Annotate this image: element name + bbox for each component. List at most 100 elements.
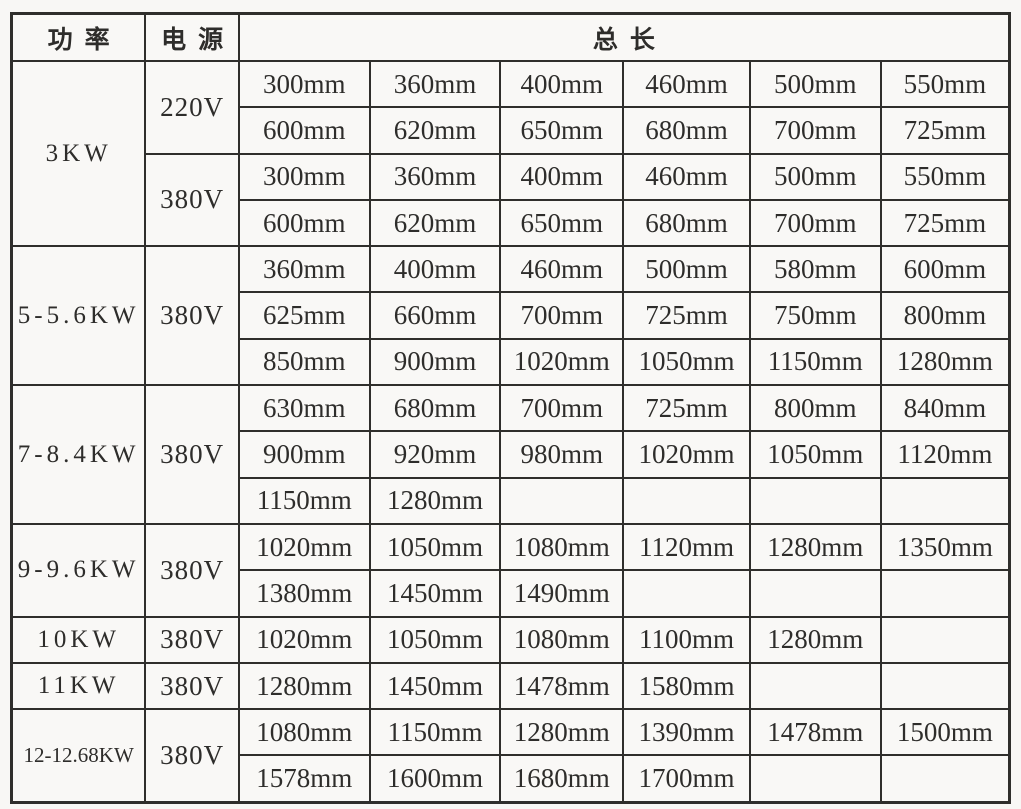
length-cell: 1280mm: [499, 708, 625, 757]
length-cell: 1100mm: [622, 615, 751, 664]
length-cell: 1280mm: [748, 615, 882, 664]
length-cell: 980mm: [499, 430, 625, 479]
length-cell: 1280mm: [879, 337, 1011, 387]
length-cell: 1700mm: [622, 754, 751, 804]
length-cell: 650mm: [499, 198, 625, 248]
length-cell: 460mm: [622, 152, 751, 201]
voltage-cell: 380V: [144, 384, 240, 525]
table-row: 380V 300mm 360mm 400mm 460mm 500mm 550mm: [12, 152, 1011, 248]
length-cell: 630mm: [237, 384, 371, 433]
length-cell: 700mm: [499, 384, 625, 433]
voltage-cell: 380V: [144, 708, 240, 804]
length-cell: 1050mm: [368, 522, 502, 572]
length-cell: 620mm: [368, 198, 502, 248]
power-cell: 10KW: [10, 615, 147, 664]
length-cell: 1680mm: [499, 754, 625, 804]
length-cell: 500mm: [748, 152, 882, 201]
empty-cell: [748, 476, 882, 525]
length-cell: 1120mm: [879, 430, 1011, 479]
length-cell: 580mm: [748, 245, 882, 294]
length-cell: 1050mm: [368, 615, 502, 664]
length-cell: 460mm: [622, 59, 751, 109]
length-cell: 460mm: [499, 245, 625, 294]
power-cell: 7-8.4KW: [10, 384, 147, 525]
table-row: 10KW 380V 1020mm 1050mm 1080mm 1100mm 1280mm: [10, 615, 1011, 664]
length-cell: 600mm: [237, 198, 371, 248]
length-cell: 360mm: [368, 59, 502, 109]
table-row: 600mm 620mm 650mm 680mm 700mm 725mm: [12, 198, 1011, 248]
length-cell: 1350mm: [879, 522, 1011, 572]
length-cell: 725mm: [879, 198, 1011, 248]
empty-cell: [879, 661, 1011, 711]
table-row: 900mm 920mm 980mm 1020mm 1050mm 1120mm: [12, 430, 1011, 479]
voltage-cell: 380V: [144, 615, 240, 664]
voltage-cell: 380V: [144, 522, 240, 618]
voltage-column-header: 电源: [144, 12, 240, 62]
length-cell: 1020mm: [622, 430, 751, 479]
empty-cell: [748, 569, 882, 618]
length-cell: 360mm: [237, 245, 371, 294]
power-column-header: 功率: [10, 12, 147, 62]
table-row: 9-9.6KW 380V 1020mm 1050mm 1080mm 1120mm 1280m…: [10, 522, 1011, 618]
empty-cell: [622, 476, 751, 525]
length-column-header: 总长: [237, 12, 1011, 62]
length-cell: 700mm: [748, 106, 882, 155]
length-cell: 650mm: [499, 106, 625, 155]
empty-cell: [622, 569, 751, 618]
length-cell: 1020mm: [499, 337, 625, 387]
length-cell: 680mm: [368, 384, 502, 433]
length-cell: 660mm: [368, 291, 502, 340]
power-cell: 12-12.68KW: [10, 708, 147, 804]
length-cell: 600mm: [879, 245, 1011, 294]
length-cell: 400mm: [499, 152, 625, 201]
length-cell: 1020mm: [237, 522, 371, 572]
empty-cell: [748, 661, 882, 711]
length-cell: 400mm: [368, 245, 502, 294]
voltage-cell: 380V: [144, 245, 240, 387]
length-cell: 400mm: [499, 59, 625, 109]
length-cell: 725mm: [622, 291, 751, 340]
length-cell: 920mm: [368, 430, 502, 479]
length-cell: 1580mm: [622, 661, 751, 711]
length-cell: 550mm: [879, 59, 1011, 109]
length-cell: 550mm: [879, 152, 1011, 201]
length-cell: 500mm: [622, 245, 751, 294]
length-cell: 700mm: [748, 198, 882, 248]
spec-table: 功率 电源 总长 3KW 220V 300mm 360mm 400mm 460mm 500m…: [10, 12, 1011, 804]
spec-table-body: 3KW 220V 300mm 360mm 400mm 460mm 500mm 550mm 600…: [10, 59, 1011, 804]
table-row: 600mm 620mm 650mm 680mm 700mm 725mm: [12, 106, 1011, 155]
table-row: 5-5.6KW 380V 360mm 400mm 460mm 500mm 580mm 600m…: [10, 245, 1011, 387]
length-cell: 1600mm: [368, 754, 502, 804]
length-cell: 1280mm: [237, 661, 371, 711]
length-cell: 800mm: [879, 291, 1011, 340]
header-row: 功率 电源 总长: [10, 12, 1011, 62]
length-cell: 1080mm: [499, 615, 625, 664]
voltage-cell: 380V: [144, 661, 240, 711]
length-cell: 1050mm: [622, 337, 751, 387]
power-cell: 11KW: [10, 661, 147, 711]
empty-cell: [499, 476, 625, 525]
length-cell: 700mm: [499, 291, 625, 340]
length-cell: 1390mm: [622, 708, 751, 757]
length-cell: 620mm: [368, 106, 502, 155]
table-row: 1150mm 1280mm: [12, 476, 1011, 525]
length-cell: 500mm: [748, 59, 882, 109]
length-cell: 1380mm: [237, 569, 371, 618]
table-row: 11KW 380V 1280mm 1450mm 1478mm 1580mm: [10, 661, 1011, 711]
length-cell: 1150mm: [368, 708, 502, 757]
length-cell: 1578mm: [237, 754, 371, 804]
table-row: 850mm 900mm 1020mm 1050mm 1150mm 1280mm: [12, 337, 1011, 387]
length-cell: 900mm: [368, 337, 502, 387]
length-cell: 1280mm: [368, 476, 502, 525]
length-cell: 1120mm: [622, 522, 751, 572]
length-cell: 1150mm: [748, 337, 882, 387]
length-cell: 850mm: [237, 337, 371, 387]
length-cell: 1478mm: [499, 661, 625, 711]
table-row: 12-12.68KW 380V 1080mm 1150mm 1280mm 1390mm 14…: [10, 708, 1011, 804]
empty-cell: [879, 476, 1011, 525]
length-cell: 1020mm: [237, 615, 371, 664]
voltage-cell: 220V: [144, 60, 240, 155]
empty-cell: [879, 615, 1011, 664]
empty-cell: [748, 754, 882, 804]
